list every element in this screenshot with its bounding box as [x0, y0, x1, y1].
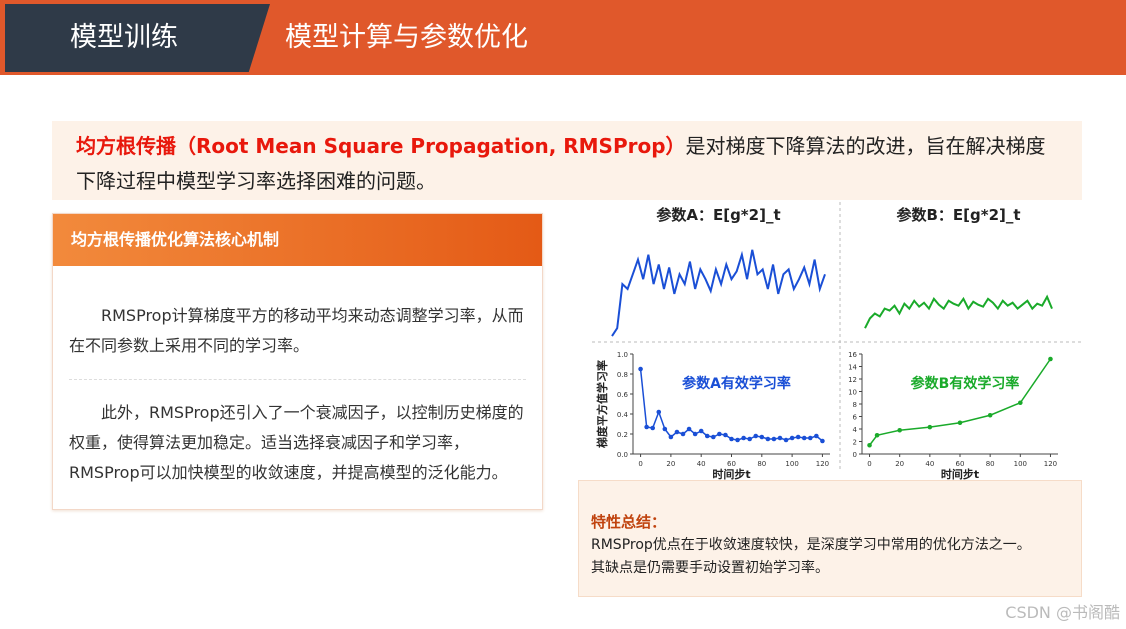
x-tick-label: 40: [925, 460, 934, 468]
x-tick-label: 60: [956, 460, 965, 468]
data-line: [611, 249, 826, 337]
y-tick-label: 0.2: [617, 431, 628, 439]
x-tick-label: 0: [638, 460, 642, 468]
x-axis-label: 时间步t: [712, 467, 750, 481]
x-tick-label: 20: [666, 460, 675, 468]
data-point: [957, 420, 963, 426]
data-point: [1018, 400, 1023, 406]
section-label: 模型训练: [5, 4, 270, 72]
data-line: [868, 358, 1052, 446]
data-point: [638, 366, 643, 372]
data-line: [864, 294, 1053, 329]
data-point: [783, 437, 789, 443]
data-point: [801, 435, 807, 441]
chart-title: 参数B：E[g*2]_t: [896, 206, 1020, 224]
mechanism-panel: 均方根传播优化算法核心机制 RMSProp计算梯度平方的移动平均来动态调整学习率…: [52, 213, 543, 510]
y-tick-label: 10: [848, 389, 857, 397]
paragraph: RMSProp计算梯度平方的移动平均来动态调整学习率，从而在不同参数上采用不同的…: [69, 306, 524, 355]
y-tick-label: 0.4: [617, 411, 629, 419]
chart-title: 参数A：E[g*2]_t: [656, 206, 780, 224]
data-point: [698, 428, 704, 434]
data-point: [692, 431, 698, 437]
intro-box: 均方根传播（Root Mean Square Propagation, RMSP…: [52, 121, 1082, 200]
summary-box: 特性总结： RMSProp优点在于收敛速度较快，是深度学习中常用的优化方法之一。…: [578, 480, 1082, 597]
summary-line: RMSProp优点在于收敛速度较快，是深度学习中常用的优化方法之一。: [591, 537, 1031, 553]
y-axis-label: 梯度平方值学习率: [595, 360, 609, 448]
data-point: [1048, 356, 1053, 362]
data-point: [808, 435, 813, 441]
y-tick-label: 0.6: [617, 391, 629, 399]
y-tick-label: 8: [853, 401, 857, 409]
divider: [69, 379, 526, 380]
x-tick-label: 120: [1044, 460, 1057, 468]
data-point: [741, 435, 746, 441]
intro-highlight: 均方根传播（Root Mean Square Propagation, RMSP…: [76, 134, 686, 158]
x-tick-label: 60: [727, 460, 736, 468]
data-point: [795, 434, 801, 440]
data-point: [644, 424, 649, 430]
y-tick-label: 16: [848, 351, 857, 359]
data-point: [874, 432, 880, 438]
data-point: [735, 437, 740, 443]
data-point: [674, 429, 680, 435]
data-point: [927, 424, 933, 430]
x-tick-label: 100: [785, 460, 798, 468]
data-point: [753, 433, 759, 439]
y-tick-label: 0.8: [617, 371, 628, 379]
summary-title: 特性总结：: [591, 513, 667, 531]
x-tick-label: 20: [895, 460, 904, 468]
y-tick-label: 0: [853, 451, 857, 459]
data-point: [656, 409, 662, 415]
data-point: [814, 433, 819, 439]
summary-line: 其缺点是仍需要手动设置初始学习率。: [591, 560, 829, 576]
watermark: CSDN @书阁酷: [1005, 603, 1120, 622]
y-tick-label: 1.0: [617, 351, 628, 359]
y-tick-label: 14: [848, 364, 857, 372]
data-point: [650, 425, 655, 431]
data-point: [765, 436, 771, 442]
x-tick-label: 120: [816, 460, 829, 468]
intro-text: 是对梯度下降算法的改进，旨在解决梯度下降过程中模型学习率选择困难的问题。: [76, 134, 1046, 193]
annotation: 参数A有效学习率: [682, 375, 791, 392]
data-point: [662, 426, 668, 432]
data-point: [777, 435, 783, 441]
data-point: [759, 434, 765, 440]
panel-title: 均方根传播优化算法核心机制: [53, 214, 542, 266]
data-point: [867, 442, 872, 448]
y-tick-label: 12: [848, 376, 857, 384]
page-title: 模型计算与参数优化: [285, 22, 528, 53]
paragraph: 此外，RMSProp还引入了一个衰减因子，以控制历史梯度的权重，使得算法更加稳定…: [69, 403, 524, 482]
data-point: [789, 435, 795, 441]
x-tick-label: 100: [1014, 460, 1027, 468]
x-tick-label: 40: [697, 460, 706, 468]
x-tick-label: 80: [986, 460, 995, 468]
data-point: [723, 432, 728, 438]
data-point: [729, 436, 734, 442]
data-point: [717, 431, 722, 437]
data-point: [668, 434, 674, 440]
data-point: [820, 438, 825, 444]
data-point: [704, 433, 710, 439]
data-point: [686, 426, 692, 432]
y-tick-label: 6: [853, 414, 858, 422]
data-point: [897, 427, 902, 433]
data-point: [987, 412, 993, 418]
y-tick-label: 4: [853, 426, 858, 434]
y-tick-label: 0.0: [617, 451, 628, 459]
y-tick-label: 2: [853, 439, 857, 447]
data-point: [711, 434, 716, 440]
x-tick-label: 80: [757, 460, 766, 468]
data-point: [747, 436, 752, 442]
annotation: 参数B有效学习率: [911, 375, 1020, 392]
data-point: [680, 431, 686, 437]
x-tick-label: 0: [867, 460, 871, 468]
x-axis-label: 时间步t: [941, 467, 979, 481]
data-point: [771, 436, 777, 442]
